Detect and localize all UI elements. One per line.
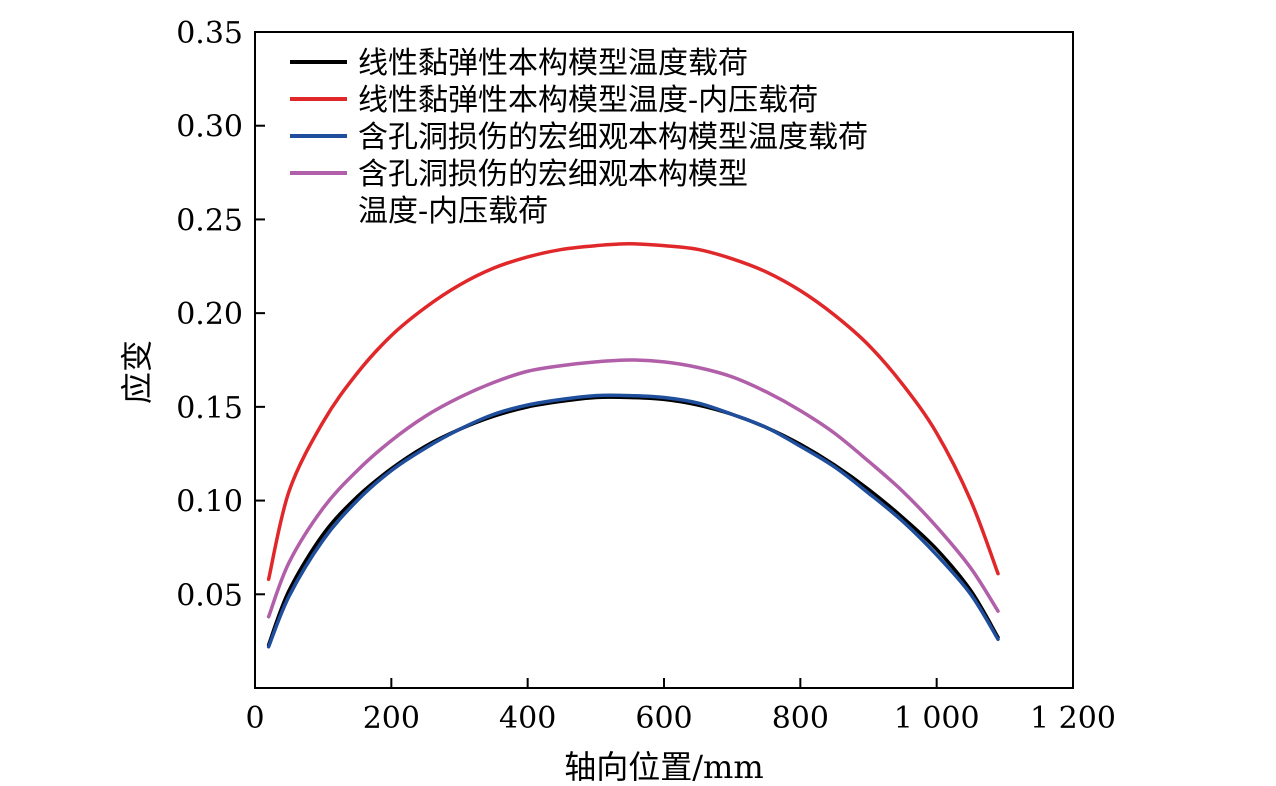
y-tick-label: 0.20 [176,297,243,332]
y-tick-label: 0.35 [176,16,243,51]
legend-label-4: 温度-内压载荷 [358,194,548,229]
x-axis-label: 轴向位置/mm [564,748,763,786]
x-tick-label: 1 200 [1030,701,1116,736]
legend-label-2: 线性黏弹性本构模型温度-内压载荷 [358,83,818,118]
legend-label-3: 含孔洞损伤的宏细观本构模型温度载荷 [358,120,868,155]
y-axis: 0.05 0.10 0.15 0.20 0.25 0.30 0.35 [176,16,265,613]
x-axis: 0 200 400 600 800 1 000 1 200 [245,678,1116,736]
series-line-4 [266,358,1000,619]
x-tick-label: 0 [245,701,264,736]
legend: 线性黏弹性本构模型温度载荷线性黏弹性本构模型温度-内压载荷含孔洞损伤的宏细观本构… [290,46,868,229]
y-tick-label: 0.25 [176,203,243,238]
x-tick-label: 400 [499,701,556,736]
x-tick-label: 800 [772,701,829,736]
y-tick-label: 0.15 [176,391,243,426]
x-tick-label: 1 000 [894,701,980,736]
series-line-1 [266,395,1000,647]
y-tick-label: 0.05 [176,578,243,613]
legend-label-4: 含孔洞损伤的宏细观本构模型 [358,157,748,192]
y-tick-label: 0.30 [176,110,243,145]
x-tick-label: 200 [363,701,420,736]
series-line-3 [266,393,1000,649]
x-tick-label: 600 [635,701,692,736]
legend-label-1: 线性黏弹性本构模型温度载荷 [358,46,748,81]
series-lines [266,242,1000,649]
y-axis-label: 应变 [118,340,156,404]
series-line-2 [266,242,1000,582]
y-tick-label: 0.10 [176,485,243,520]
